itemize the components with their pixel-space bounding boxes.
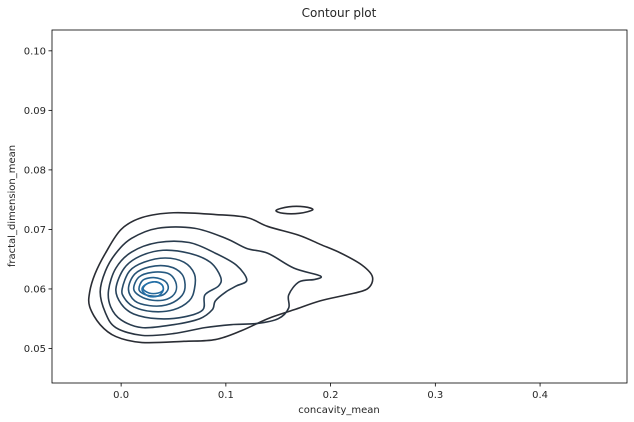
contour-line-3 xyxy=(107,240,248,329)
contour-line-5 xyxy=(121,257,197,313)
x-axis-label: concavity_mean xyxy=(298,405,379,416)
x-tick-label: 0.2 xyxy=(323,390,339,401)
contour-line-11 xyxy=(275,205,314,215)
contour-line-6 xyxy=(127,264,186,307)
contour-line-2 xyxy=(99,226,323,337)
y-tick-label: 0.09 xyxy=(24,106,46,117)
x-tick-label: 0.0 xyxy=(113,390,129,401)
y-axis-label: fractal_dimension_mean xyxy=(7,145,18,267)
x-tick-label: 0.1 xyxy=(218,390,234,401)
plot-frame xyxy=(51,29,628,384)
contour-line-7 xyxy=(132,271,178,302)
x-tick-label: 0.3 xyxy=(427,390,443,401)
y-tick-label: 0.06 xyxy=(24,284,46,295)
y-tick-label: 0.08 xyxy=(24,165,46,176)
y-axis: 0.05 0.06 0.07 0.08 0.09 0.10 xyxy=(24,46,52,355)
x-axis: 0.0 0.1 0.2 0.3 0.4 xyxy=(113,383,548,401)
contour-lines xyxy=(87,205,374,344)
contour-line-4 xyxy=(115,249,223,320)
y-tick-label: 0.10 xyxy=(24,46,46,57)
y-tick-label: 0.07 xyxy=(24,225,46,236)
contour-line-1 xyxy=(87,211,374,344)
chart-title: Contour plot xyxy=(302,6,377,20)
y-tick-label: 0.05 xyxy=(24,344,46,355)
x-tick-label: 0.4 xyxy=(532,390,548,401)
contour-line-10 xyxy=(141,281,165,298)
